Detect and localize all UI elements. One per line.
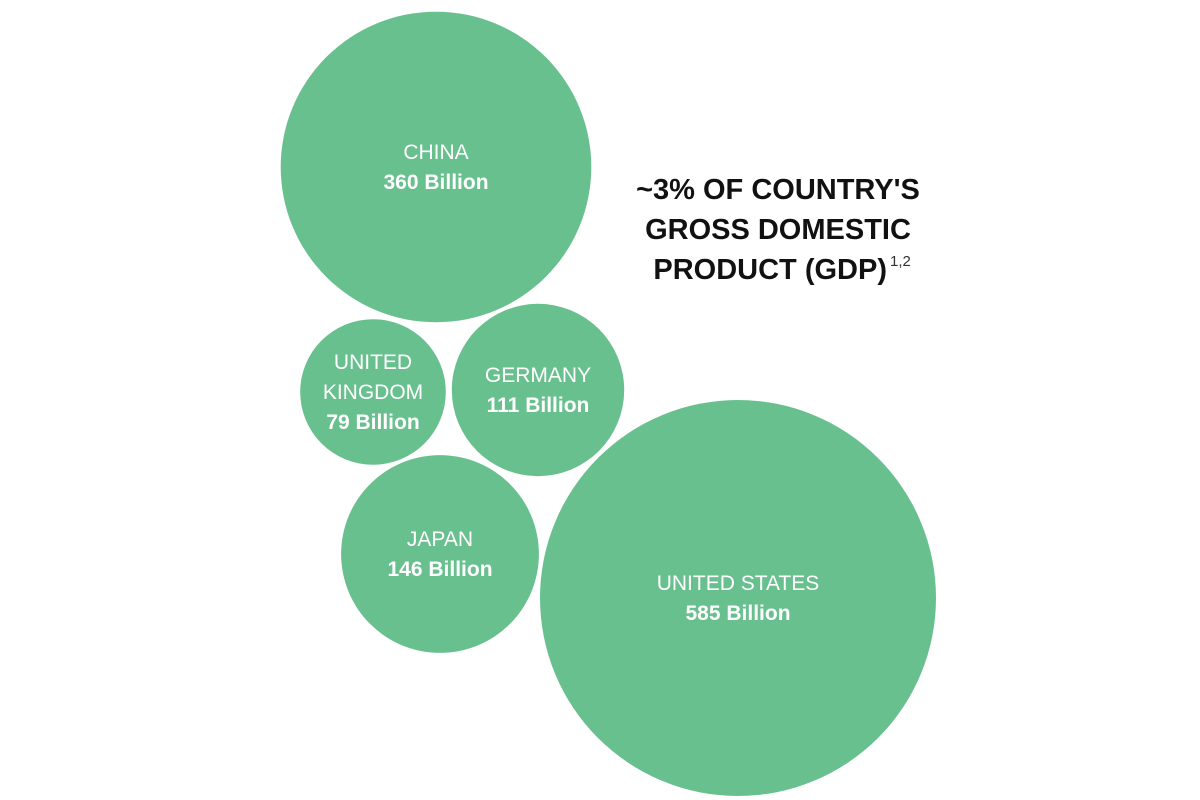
title-line-2: GROSS DOMESTIC: [645, 214, 911, 246]
bubble-united-states: [540, 400, 936, 796]
bubble-label-united-kingdom: KINGDOM: [323, 381, 423, 404]
bubble-label-japan: JAPAN: [407, 528, 473, 551]
bubble-value-germany: 111 Billion: [487, 394, 590, 417]
bubble-value-japan: 146 Billion: [387, 558, 492, 581]
title-line-3: PRODUCT (GDP): [653, 254, 887, 286]
bubble-label-germany: GERMANY: [485, 364, 591, 387]
bubble-japan: [341, 455, 539, 653]
bubble-value-united-kingdom: 79 Billion: [326, 411, 419, 434]
bubble-china: [280, 11, 592, 323]
bubble-united-kingdom: [300, 319, 446, 465]
title-superscript: 1,2: [890, 253, 911, 270]
chart-title: ~3% OF COUNTRY'S GROSS DOMESTIC PRODUCT …: [636, 174, 920, 286]
bubble-label-united-states: UNITED STATES: [657, 572, 820, 595]
title-line-1: ~3% OF COUNTRY'S: [636, 174, 920, 206]
bubble-group: CHINA 360 Billion UNITED KINGDOM 79 Billion G…: [280, 11, 936, 796]
bubble-label-united-kingdom: UNITED: [334, 351, 412, 374]
bubble-label-china: CHINA: [403, 141, 468, 164]
bubble-value-china: 360 Billion: [383, 171, 488, 194]
bubble-value-united-states: 585 Billion: [685, 602, 790, 625]
bubble-germany: [451, 303, 625, 477]
